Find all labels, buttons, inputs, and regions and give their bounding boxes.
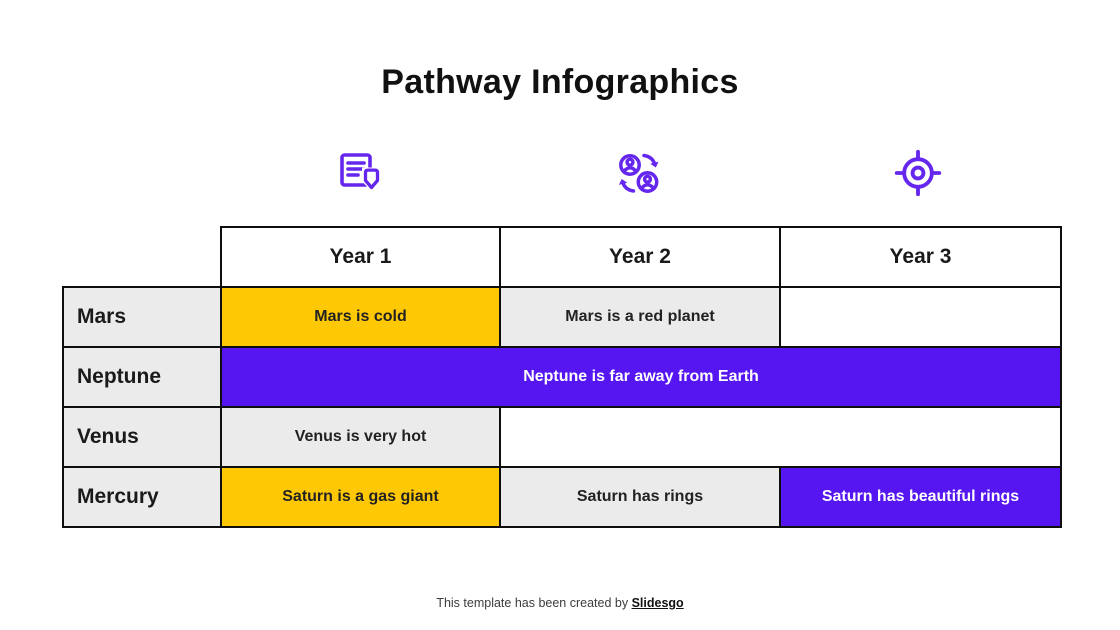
table-row-mars: Mars Mars is cold Mars is a red planet	[62, 286, 1062, 348]
table-cell: Venus is very hot	[220, 406, 501, 468]
table-cell: Saturn has beautiful rings	[779, 466, 1062, 528]
column-header-year2: Year 2	[499, 226, 781, 288]
table-cell	[499, 406, 1062, 468]
users-swap-icon	[614, 148, 664, 198]
document-pen-icon	[335, 149, 385, 197]
icon-cell-year3	[779, 148, 1058, 198]
row-label-mars: Mars	[62, 286, 222, 348]
table-cell: Mars is cold	[220, 286, 501, 348]
table-cell: Saturn is a gas giant	[220, 466, 501, 528]
pathway-table: Year 1 Year 2 Year 3 Mars Mars is cold M…	[62, 226, 1062, 528]
icon-cell-year1	[220, 148, 499, 198]
page-title: Pathway Infographics	[381, 63, 739, 101]
footer-text: This template has been created by	[436, 596, 632, 610]
row-label-mercury: Mercury	[62, 466, 222, 528]
table-cell	[779, 286, 1062, 348]
header-row: Year 1 Year 2 Year 3	[63, 226, 1062, 288]
column-header-year3: Year 3	[779, 226, 1062, 288]
footer: This template has been created by Slides…	[0, 596, 1120, 610]
table-row-mercury: Mercury Saturn is a gas giant Saturn has…	[62, 466, 1062, 528]
icon-cell-year2	[499, 148, 778, 198]
icons-row	[220, 148, 1058, 198]
table-cell: Mars is a red planet	[499, 286, 781, 348]
table-cell: Saturn has rings	[499, 466, 781, 528]
table-cell: Neptune is far away from Earth	[220, 346, 1062, 408]
row-label-venus: Venus	[62, 406, 222, 468]
table-row-neptune: Neptune Neptune is far away from Earth	[62, 346, 1062, 408]
target-icon	[893, 148, 943, 198]
corner-cell	[63, 227, 221, 287]
column-header-year1: Year 1	[220, 226, 501, 288]
row-label-neptune: Neptune	[62, 346, 222, 408]
table-row-venus: Venus Venus is very hot	[62, 406, 1062, 468]
slidesgo-link[interactable]: Slidesgo	[631, 596, 684, 610]
